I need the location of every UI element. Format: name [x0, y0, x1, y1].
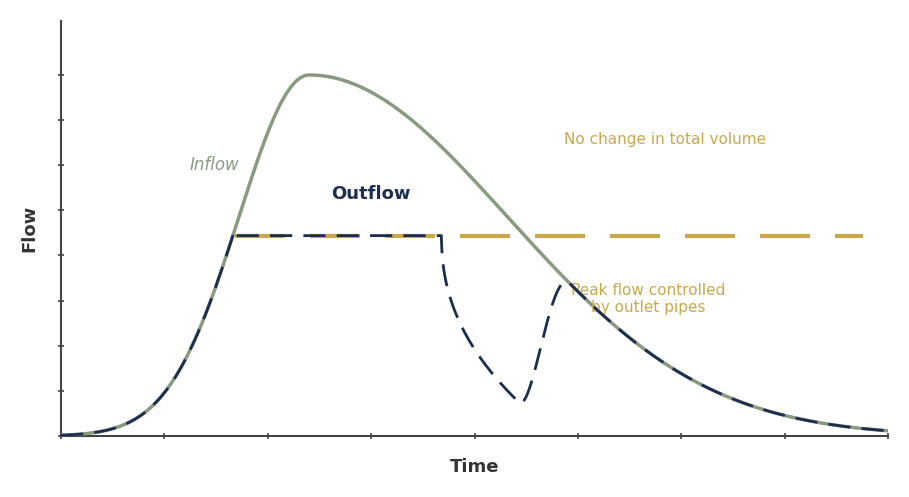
X-axis label: Time: Time — [450, 458, 499, 476]
Text: No change in total volume: No change in total volume — [564, 133, 766, 148]
Y-axis label: Flow: Flow — [21, 205, 39, 252]
Text: Outflow: Outflow — [332, 185, 411, 203]
Text: Peak flow controlled
by outlet pipes: Peak flow controlled by outlet pipes — [571, 283, 725, 315]
Text: Inflow: Inflow — [189, 156, 239, 174]
